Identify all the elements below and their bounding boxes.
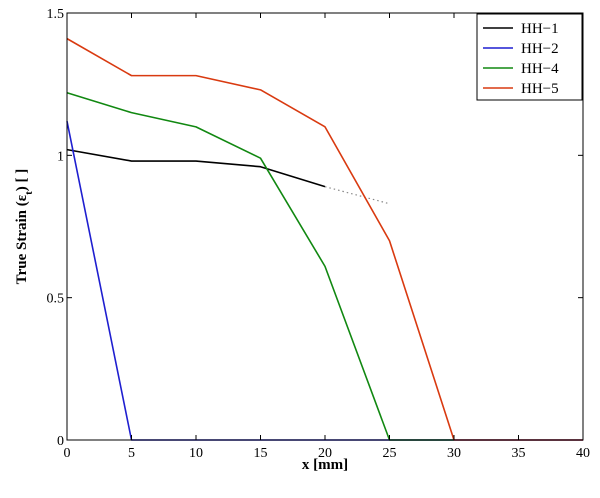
x-tick-label: 0 (64, 446, 71, 461)
y-tick-label: 1 (57, 149, 64, 164)
x-tick-label: 40 (576, 446, 590, 461)
legend-label-hh-4: HH−4 (521, 61, 559, 77)
legend-label-hh-1: HH−1 (521, 21, 559, 37)
y-axis-label-subscript: t (23, 191, 35, 195)
y-axis-label-suffix: ) [ ] (14, 169, 30, 192)
legend: HH−1 HH−2 HH−4 HH−5 (476, 13, 583, 101)
x-tick-label: 30 (447, 446, 461, 461)
series-extension-hh-1 (324, 186, 390, 205)
legend-label-hh-2: HH−2 (521, 41, 559, 57)
tick-label-layer: 0 5 10 15 20 25 30 35 40 0 0.5 1 1.5 (47, 7, 591, 461)
x-tick-label: 5 (128, 446, 135, 461)
series-line-hh-4 (66, 91, 454, 441)
x-tick-label: 25 (383, 446, 397, 461)
y-axis-label-prefix: True Strain (ε (14, 194, 30, 284)
x-tick-label: 35 (512, 446, 526, 461)
y-tick-label: 1.5 (47, 7, 65, 22)
y-tick-label: 0.5 (47, 292, 65, 307)
legend-label-hh-5: HH−5 (521, 81, 559, 97)
x-tick-label: 20 (318, 446, 332, 461)
y-axis-label: True Strain (εt) [ ] (14, 169, 35, 285)
x-tick-label: 15 (254, 446, 268, 461)
series-line-hh-1 (66, 148, 326, 188)
y-tick-label: 0 (57, 434, 64, 449)
series-line-hh-2 (66, 121, 583, 441)
x-tick-label: 10 (189, 446, 203, 461)
tick-layer (66, 12, 584, 441)
x-axis-label: x [mm] (302, 457, 348, 473)
